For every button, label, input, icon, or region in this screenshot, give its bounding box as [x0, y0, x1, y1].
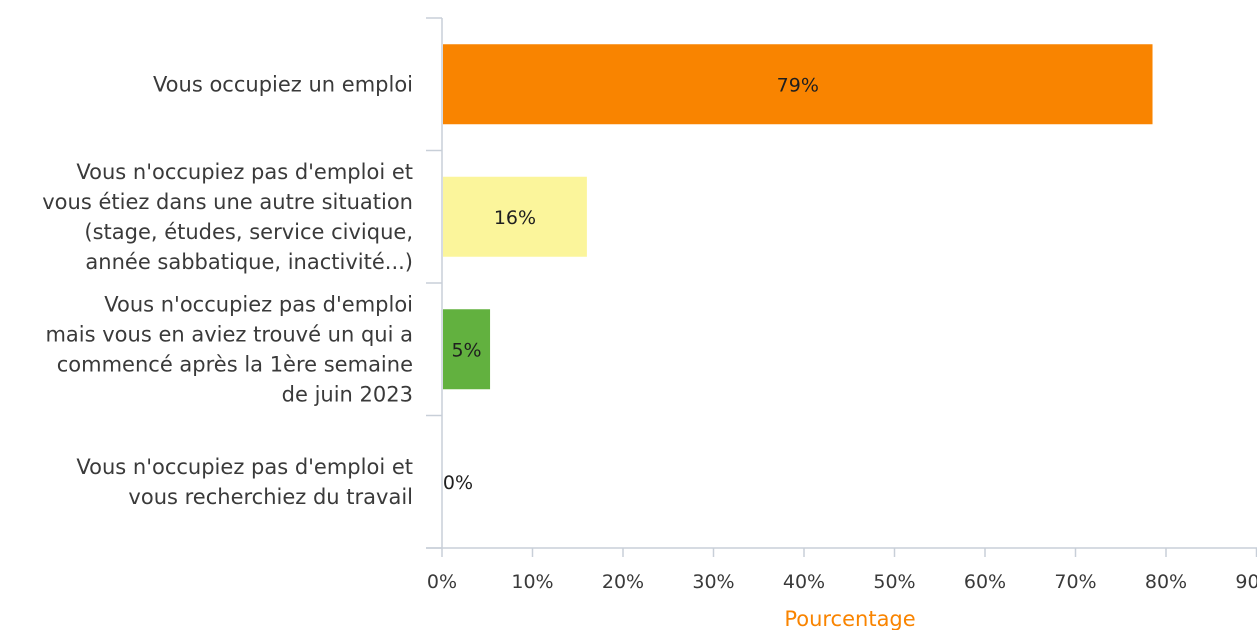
x-tick-label: 0% — [427, 571, 457, 593]
category-label-line: Vous n'occupiez pas d'emploi et — [76, 160, 413, 184]
category-labels: Vous occupiez un emploi Vous n'occupiez p… — [42, 72, 413, 509]
category-label-line: vous étiez dans une autre situation — [42, 190, 413, 214]
category-label: Vous n'occupiez pas d'emploi mais vous en… — [45, 292, 413, 406]
category-label-line: de juin 2023 — [282, 382, 413, 406]
x-tick-label: 80% — [1145, 571, 1187, 593]
category-label-line: Vous occupiez un emploi — [153, 72, 413, 96]
x-tick-label: 40% — [783, 571, 825, 593]
category-label: Vous occupiez un emploi — [153, 72, 413, 96]
category-label-line: (stage, études, service civique, — [84, 220, 413, 244]
category-label: Vous n'occupiez pas d'emploi et vous étie… — [42, 160, 413, 274]
category-label-line: mais vous en aviez trouvé un qui a — [45, 322, 413, 346]
category-label-line: Vous n'occupiez pas d'emploi — [104, 292, 413, 316]
x-tick-label: 10% — [511, 571, 553, 593]
data-label: 79% — [777, 74, 819, 96]
y-axis — [426, 17, 443, 549]
bar — [443, 44, 1153, 125]
x-tick-label: 60% — [964, 571, 1006, 593]
category-label: Vous n'occupiez pas d'emploi et vous rech… — [76, 455, 413, 509]
bars: 79% 16% 5% 0% — [443, 44, 1153, 494]
bar — [443, 176, 587, 257]
x-tick-label: 30% — [692, 571, 734, 593]
x-tick-label: 70% — [1054, 571, 1096, 593]
data-label: 16% — [494, 207, 536, 229]
x-tick-label: 50% — [873, 571, 915, 593]
data-label: 0% — [443, 472, 473, 494]
category-label-line: commencé après la 1ère semaine — [57, 352, 413, 376]
category-label-line: année sabbatique, inactivité...) — [85, 250, 413, 274]
bar — [443, 309, 491, 390]
category-label-line: vous recherchiez du travail — [128, 485, 413, 509]
x-axis: 0% 10% 20% 30% 40% 50% 60% 70% 80% 90% — [426, 547, 1257, 593]
data-label: 5% — [451, 339, 481, 361]
x-tick-label: 20% — [602, 571, 644, 593]
category-label-line: Vous n'occupiez pas d'emploi et — [76, 455, 413, 479]
x-axis-title: Pourcentage — [784, 607, 915, 630]
x-tick-label: 90% — [1235, 571, 1257, 593]
